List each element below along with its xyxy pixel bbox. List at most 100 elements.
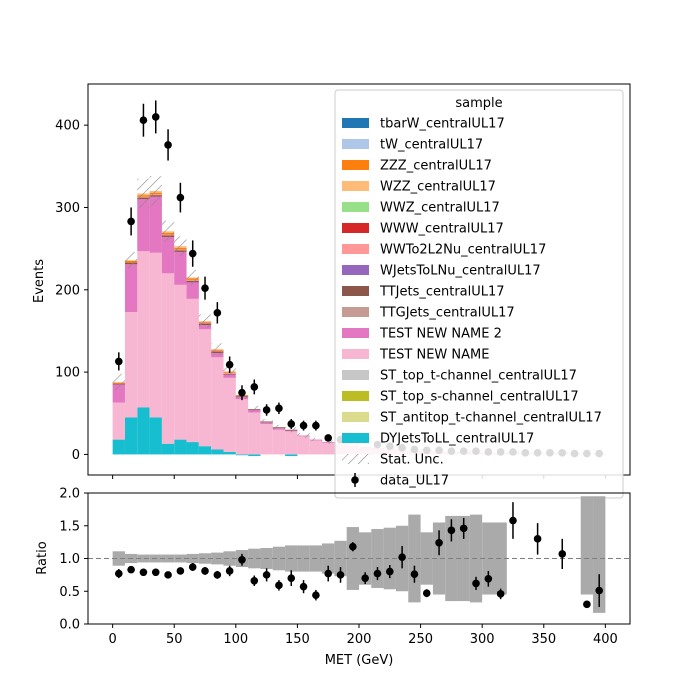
bar-TEST NEW NAME-bin-11 — [248, 412, 261, 455]
stat-unc-bin-4 — [161, 220, 175, 243]
bar-TEST NEW NAME-bin-7 — [198, 329, 212, 447]
ratio-unc-bin — [383, 527, 396, 590]
ratio-points — [114, 502, 604, 609]
bar-TEST NEW NAME-bin-6 — [186, 298, 199, 443]
ratio-y-axis-label: Ratio — [35, 541, 50, 574]
data-point — [287, 420, 296, 428]
bar-DYJetsToLL_centralUL17-bin-2 — [137, 407, 150, 455]
data-point — [262, 406, 271, 414]
legend-entry: WZZ_centralUL17 — [342, 180, 496, 195]
legend-entry: TTGJets_centralUL17 — [342, 306, 515, 321]
ratio-point — [398, 553, 406, 561]
y-tick-label: 300 — [55, 201, 80, 216]
data-point — [312, 421, 320, 430]
ratio-y-tick-label: 0.0 — [59, 618, 80, 633]
legend: sample tbarW_centralUL17 tW_centralUL17 ZZZ… — [334, 89, 624, 499]
x-tick-label: 100 — [223, 632, 248, 647]
bar-TEST NEW NAME 2-bin-2 — [137, 199, 150, 252]
ratio-point — [509, 516, 517, 525]
main-y-ticks: 0 100 200 300 400 — [55, 119, 88, 463]
legend-label: WZZ_centralUL17 — [380, 180, 496, 195]
ratio-unc-bin — [248, 548, 261, 569]
x-axis-label: MET (GeV) — [325, 653, 394, 668]
stat-unc-bin-5 — [174, 236, 187, 257]
bar-TEST NEW NAME-bin-15 — [297, 436, 310, 455]
ratio-point — [188, 563, 197, 571]
ratio-point — [422, 589, 431, 598]
bar-TEST NEW NAME-bin-5 — [174, 284, 187, 440]
ratio-point — [299, 582, 308, 591]
legend-entry: ST_antitop_t-channel_centralUL17 — [342, 411, 602, 426]
data-point — [127, 217, 135, 226]
x-tick-label: 350 — [531, 632, 556, 647]
legend-entry: TTJets_centralUL17 — [342, 285, 505, 300]
bar-TEST NEW NAME 2-bin-5 — [174, 251, 187, 285]
ratio-point — [349, 542, 357, 551]
data-point — [299, 421, 308, 430]
bar-DYJetsToLL_centralUL17-bin-14 — [285, 454, 298, 457]
legend-entry: WWTo2L2Nu_centralUL17 — [342, 243, 546, 258]
bar-TEST NEW NAME 2-bin-4 — [161, 237, 175, 274]
ratio-unc-bin — [408, 514, 421, 603]
legend-swatch-hatch — [342, 454, 369, 464]
x-tick-label: 200 — [347, 632, 372, 647]
ratio-point — [496, 590, 505, 598]
legend-entry: ST_top_t-channel_centralUL17 — [342, 369, 577, 384]
y-tick-label: 400 — [55, 119, 80, 134]
ratio-point — [336, 571, 345, 579]
ratio-y-ticks: 0.0 0.5 1.0 1.5 2.0 — [59, 487, 88, 633]
x-tick-label: 250 — [408, 632, 433, 647]
bar-DYJetsToLL_centralUL17-bin-0 — [112, 439, 125, 455]
stat-unc-bin-7 — [198, 314, 212, 328]
ratio-point — [127, 565, 135, 574]
data-point — [176, 193, 185, 202]
legend-frame — [334, 89, 624, 499]
legend-title: sample — [455, 96, 502, 111]
stat-unc-bin-1 — [124, 251, 138, 269]
bar-DYJetsToLL_centralUL17-bin-3 — [149, 417, 162, 455]
ratio-unc-bin — [359, 532, 372, 585]
stat-unc-bin-6 — [186, 270, 199, 285]
data-point — [324, 434, 333, 442]
ratio-point — [250, 576, 259, 585]
ratio-point — [472, 579, 480, 588]
legend-label: tbarW_centralUL17 — [380, 117, 505, 132]
ratio-point — [459, 524, 468, 533]
bar-TEST NEW NAME 2-bin-6 — [186, 282, 199, 299]
ratio-point — [324, 569, 333, 578]
legend-swatch — [342, 160, 369, 170]
legend-entry: ST_top_s-channel_centralUL17 — [342, 390, 579, 405]
stat-unc-bin-2 — [137, 178, 150, 209]
ratio-unc-band — [112, 496, 606, 613]
ratio-point — [262, 571, 271, 579]
ratio-y-tick-label: 1.0 — [59, 552, 80, 567]
legend-label: ST_top_t-channel_centralUL17 — [380, 369, 577, 384]
legend-marker — [351, 476, 359, 484]
ratio-unc-bin — [580, 496, 594, 595]
ratio-unc-bin — [112, 551, 125, 566]
ratio-point — [558, 550, 567, 558]
stat-unc-bin-13 — [272, 424, 286, 430]
bar-DYJetsToLL_centralUL17-bin-10 — [235, 454, 249, 456]
legend-label: ZZZ_centralUL17 — [380, 159, 492, 174]
legend-label: TTJets_centralUL17 — [379, 285, 505, 300]
bar-TEST NEW NAME-bin-0 — [112, 402, 125, 440]
bar-TEST NEW NAME-bin-12 — [260, 423, 273, 455]
legend-swatch — [342, 202, 369, 212]
bar-TEST NEW NAME-bin-1 — [124, 312, 138, 418]
legend-label: data_UL17 — [380, 474, 449, 489]
legend-entry: DYJetsToLL_centralUL17 — [342, 432, 534, 447]
legend-label: WWTo2L2Nu_centralUL17 — [380, 243, 546, 258]
legend-entry: ZZZ_centralUL17 — [342, 159, 492, 174]
ratio-x-ticks: 0 50 100 150 200 250 300 350 400 — [108, 624, 618, 647]
bar-TEST NEW NAME 2-bin-3 — [149, 196, 162, 253]
bar-DYJetsToLL_centralUL17-bin-9 — [223, 451, 236, 455]
ratio-point — [287, 574, 296, 582]
legend-label: ST_top_s-channel_centralUL17 — [380, 390, 579, 405]
ratio-point — [213, 571, 222, 579]
ratio-point — [447, 526, 456, 535]
legend-swatch — [342, 433, 369, 443]
ratio-point — [373, 569, 382, 578]
stat-unc-bin-3 — [149, 176, 162, 206]
